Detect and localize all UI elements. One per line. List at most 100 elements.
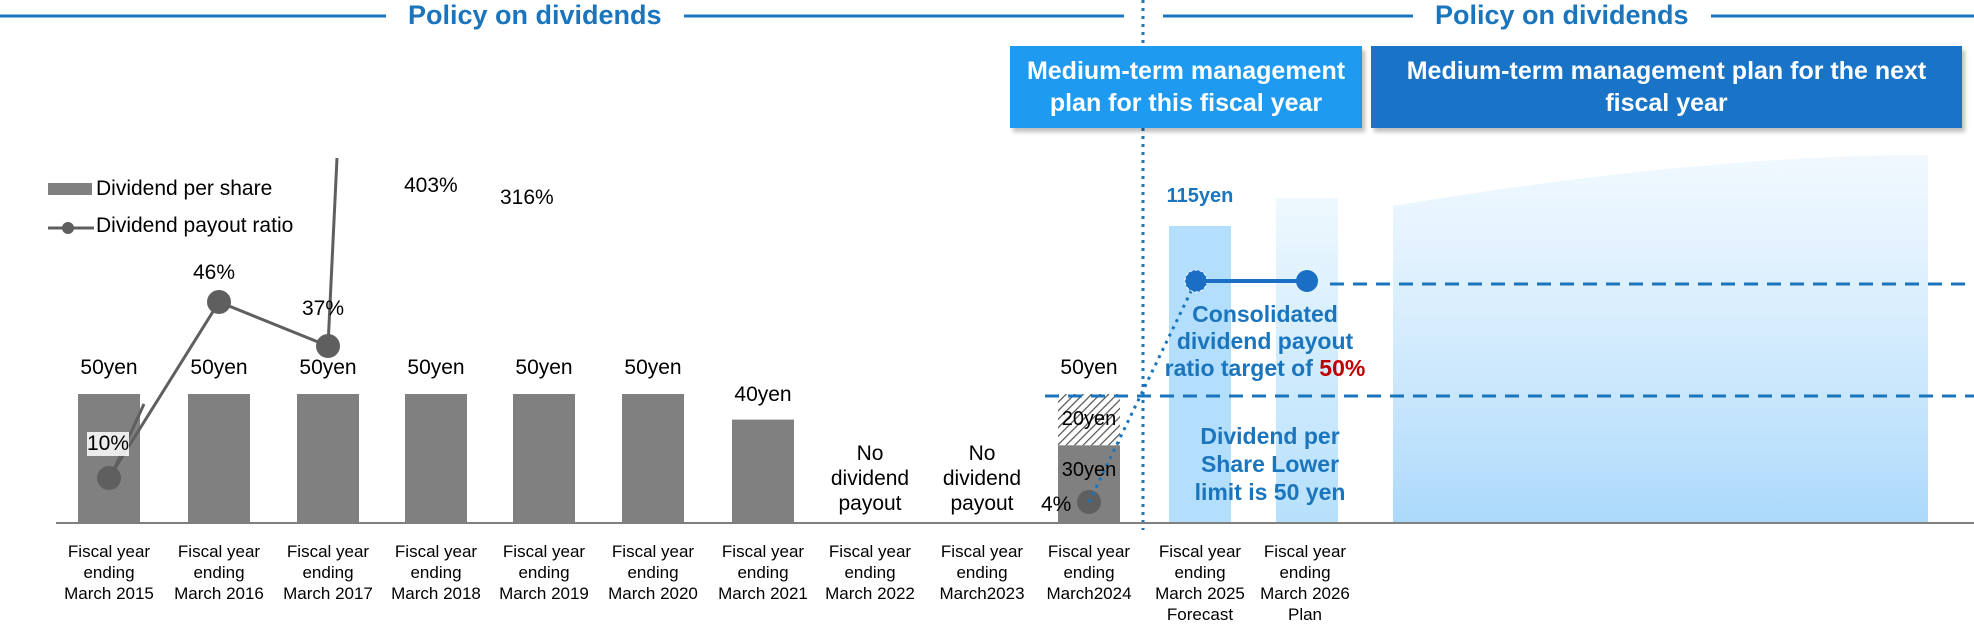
bar-2 (297, 394, 359, 522)
payout-label-0: 10% (87, 432, 130, 456)
x-label-line-2: March 2021 (718, 584, 808, 603)
payout-point-1 (207, 290, 231, 314)
payout-projection (1087, 280, 1198, 503)
x-label-1: Fiscal year ending March 2016 (164, 541, 274, 604)
x-label-10: Fiscal year ending March 2025 Forecast (1145, 541, 1255, 625)
legend-bar-label: Dividend per share (96, 177, 273, 200)
x-label-line-0: Fiscal year (1263, 542, 1347, 561)
legend-symbols (48, 183, 94, 234)
legend-line-marker (62, 222, 74, 234)
x-label-line-1: ending (518, 563, 570, 582)
x-label-line-0: Fiscal year (67, 542, 151, 561)
x-label-line-3: Forecast (1166, 605, 1234, 624)
bar-2024-special (1058, 394, 1120, 446)
bar-0 (78, 394, 140, 522)
x-label-3: Fiscal year ending March 2018 (381, 541, 491, 604)
payout-line-off-scale (326, 157, 339, 347)
dps-label-0: 50yen (80, 356, 138, 379)
payout-point-2 (316, 334, 340, 358)
x-label-line-3: Plan (1287, 605, 1323, 624)
stack-label-special: 20yen (1061, 408, 1117, 430)
dps-floor-line-1: Dividend per (1200, 423, 1340, 449)
dps-label-9: 50yen (1060, 356, 1118, 379)
no-dividend-line-2: payout (950, 492, 1014, 515)
no-dividend-line-2: payout (838, 492, 902, 515)
x-label-line-0: Fiscal year (1047, 542, 1131, 561)
x-label-line-0: Fiscal year (502, 542, 586, 561)
payout-target-line-3: ratio target of 50% (1145, 355, 1385, 382)
payout-target-prefix: ratio target of (1164, 355, 1320, 381)
x-label-5: Fiscal year ending March 2020 (598, 541, 708, 604)
x-label-line-2: March2024 (1046, 584, 1132, 603)
x-label-line-1: ending (83, 563, 135, 582)
x-label-8: Fiscal year ending March2023 (927, 541, 1037, 604)
payout-target-line-2: dividend payout (1176, 328, 1354, 354)
dps-floor-line-3: limit is 50 yen (1194, 479, 1346, 505)
x-label-line-1: ending (956, 563, 1008, 582)
x-label-line-2: March2023 (939, 584, 1025, 603)
x-label-line-1: ending (410, 563, 462, 582)
x-label-line-0: Fiscal year (721, 542, 805, 561)
payout-target-line-1: Consolidated (1192, 301, 1338, 327)
x-label-line-1: ending (844, 563, 896, 582)
x-label-0: Fiscal year ending March 2015 (54, 541, 164, 604)
x-label-6: Fiscal year ending March 2021 (708, 541, 818, 604)
bar-5 (622, 394, 684, 522)
left-section-title: Policy on dividends (386, 0, 684, 30)
payout-point-0 (97, 466, 121, 490)
x-label-9: Fiscal year ending March2024 (1034, 541, 1144, 604)
x-label-line-1: ending (193, 563, 245, 582)
x-label-line-0: Fiscal year (286, 542, 370, 561)
payout-target-annotation: Consolidated dividend payout ratio targe… (1145, 301, 1385, 382)
dps-label-1: 50yen (190, 356, 248, 379)
current-plan-text: Medium-term management plan for this fis… (1026, 57, 1346, 117)
dps-label-5: 50yen (624, 356, 682, 379)
x-label-line-2: March 2018 (391, 584, 481, 603)
dps-label-4: 50yen (515, 356, 573, 379)
next-plan-box: Medium-term management plan for the next… (1371, 46, 1962, 128)
x-label-line-2: March 2017 (283, 584, 373, 603)
bar-6 (732, 419, 794, 522)
current-plan-box: Medium-term management plan for this fis… (1010, 46, 1362, 128)
x-label-4: Fiscal year ending March 2019 (489, 541, 599, 604)
payout-label-1: 46% (193, 261, 236, 284)
no-dividend-line-1: dividend (942, 467, 1022, 490)
x-label-line-2: March 2022 (825, 584, 915, 603)
no-dividend-line-0: No (856, 442, 884, 465)
no-dividend-8: No dividend payout (927, 441, 1037, 516)
dps-floor-annotation: Dividend per Share Lower limit is 50 yen (1165, 422, 1375, 506)
dps-label-2: 50yen (299, 356, 357, 379)
x-label-line-0: Fiscal year (394, 542, 478, 561)
right-section-title: Policy on dividends (1413, 0, 1711, 30)
x-label-2: Fiscal year ending March 2017 (273, 541, 383, 604)
x-label-line-2: March 2015 (64, 584, 154, 603)
x-label-line-2: March 2025 (1155, 584, 1245, 603)
x-label-line-0: Fiscal year (940, 542, 1024, 561)
payout-label-3: 403% (404, 174, 458, 197)
payout-point-2026 (1296, 270, 1318, 292)
bar-4 (513, 394, 575, 522)
x-label-line-0: Fiscal year (1158, 542, 1242, 561)
legend-line-label: Dividend payout ratio (96, 214, 294, 237)
x-label-line-1: ending (737, 563, 789, 582)
x-label-line-1: ending (1063, 563, 1115, 582)
no-dividend-line-1: dividend (830, 467, 910, 490)
stack-label-base: 30yen (1061, 459, 1117, 481)
bar-plan-2026 (1276, 198, 1338, 522)
dps-label-3: 50yen (407, 356, 465, 379)
x-label-line-0: Fiscal year (611, 542, 695, 561)
bar-3 (405, 394, 467, 522)
x-label-line-1: ending (1279, 563, 1331, 582)
bar-1 (188, 394, 250, 522)
x-label-line-0: Fiscal year (828, 542, 912, 561)
no-dividend-7: No dividend payout (815, 441, 925, 516)
no-dividend-line-0: No (968, 442, 996, 465)
x-label-7: Fiscal year ending March 2022 (815, 541, 925, 604)
x-label-11: Fiscal year ending March 2026 Plan (1250, 541, 1360, 625)
dps-label-6: 40yen (734, 383, 792, 406)
dps-floor-line-2: Share Lower (1200, 451, 1340, 477)
x-label-line-1: ending (627, 563, 679, 582)
x-label-line-1: ending (1174, 563, 1226, 582)
payout-label-2: 37% (302, 297, 345, 320)
